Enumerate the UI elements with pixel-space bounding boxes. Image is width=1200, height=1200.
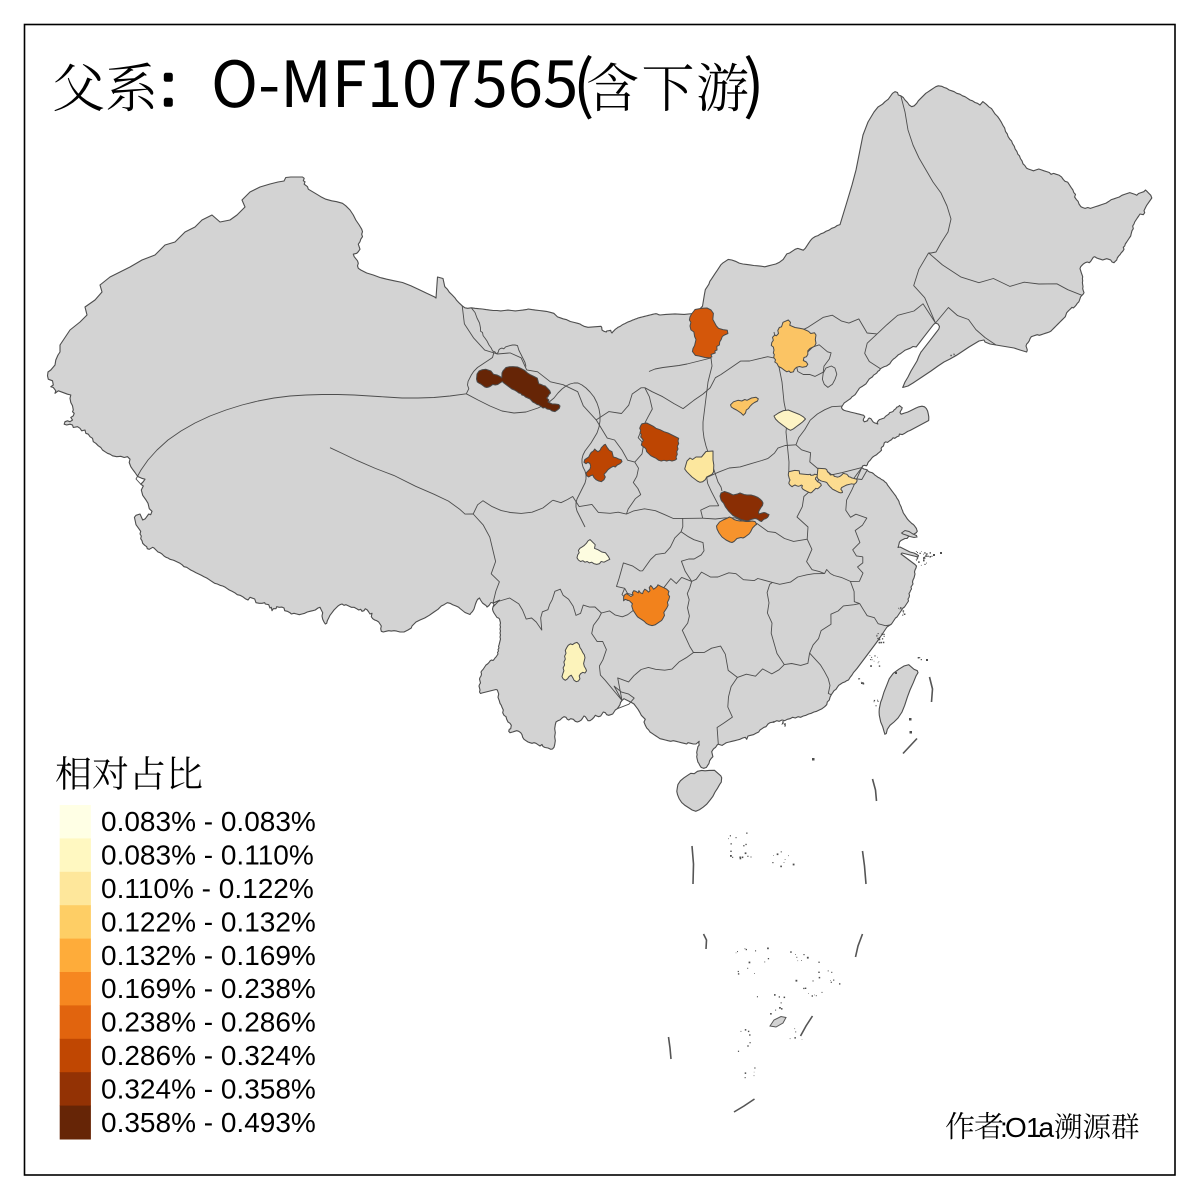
svg-text:0.132% - 0.169%: 0.132% - 0.169% <box>101 940 316 971</box>
svg-text:0.169% - 0.238%: 0.169% - 0.238% <box>101 973 316 1004</box>
svg-text:0.110% - 0.122%: 0.110% - 0.122% <box>101 873 314 904</box>
svg-text:0.238% - 0.286%: 0.238% - 0.286% <box>101 1007 316 1038</box>
svg-text:0.122% - 0.132%: 0.122% - 0.132% <box>101 906 316 937</box>
svg-text:0.083% - 0.083%: 0.083% - 0.083% <box>101 806 316 837</box>
svg-text:0.358% - 0.493%: 0.358% - 0.493% <box>101 1107 316 1138</box>
svg-text::O1a: :O1a <box>1000 1112 1055 1143</box>
svg-text:0.083% - 0.110%: 0.083% - 0.110% <box>101 840 314 871</box>
svg-text:0.324% - 0.358%: 0.324% - 0.358% <box>101 1073 316 1104</box>
svg-text:0.286% - 0.324%: 0.286% - 0.324% <box>101 1040 316 1071</box>
